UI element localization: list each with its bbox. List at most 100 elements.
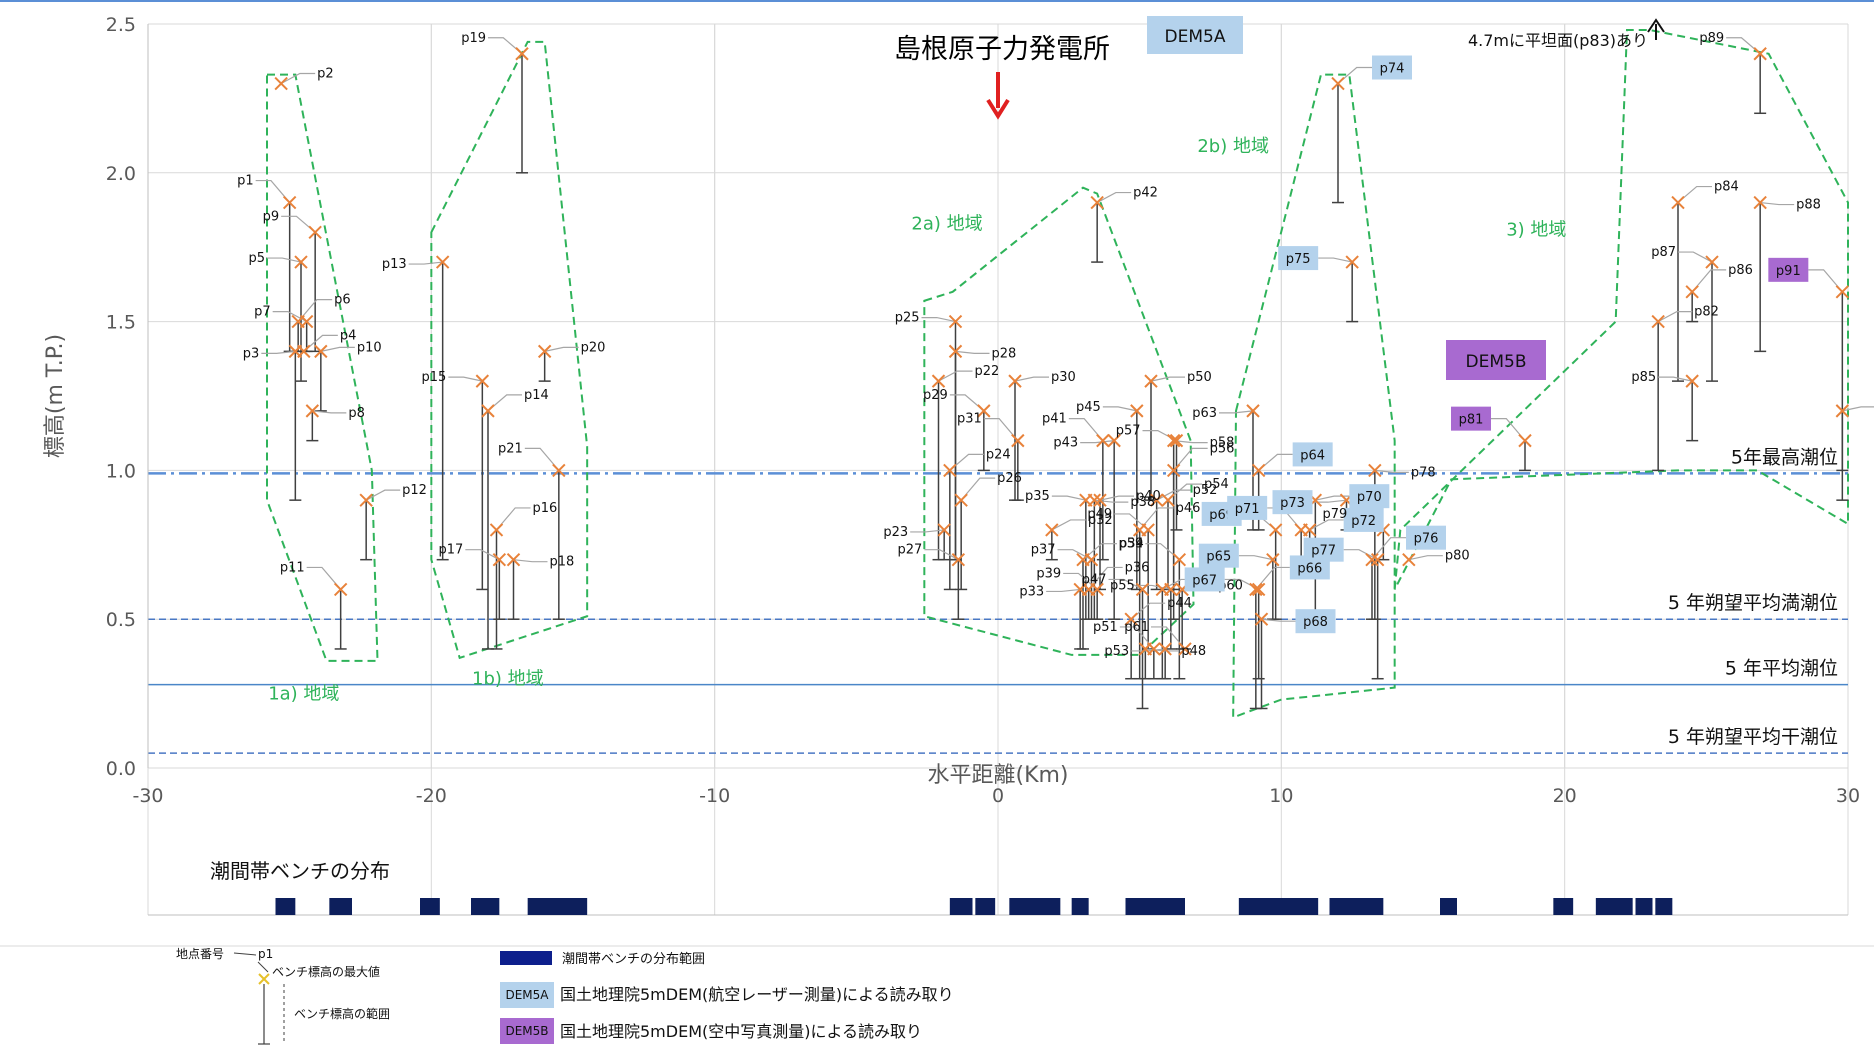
- point-marker-p86: [1685, 285, 1699, 299]
- point-label-p53: p53: [1104, 644, 1129, 659]
- point-marker-p5: [294, 255, 308, 269]
- legend-dem5a-text: 国土地理院5mDEM(航空レーザー測量)による読み取り: [560, 985, 954, 1004]
- point-marker-p82: [1651, 314, 1665, 329]
- legend-max-marker-icon: [258, 973, 270, 985]
- point-label-p41: p41: [1042, 412, 1067, 427]
- leader-line: [1051, 495, 1086, 501]
- reference-line-label: 5 年朔望平均干潮位: [1668, 726, 1838, 748]
- point-label-p1: p1: [237, 174, 254, 189]
- point-label-p3: p3: [243, 346, 260, 361]
- point-label-p82: p82: [1694, 305, 1719, 320]
- point-label-p13: p13: [382, 257, 407, 272]
- leader-line: [1151, 626, 1186, 650]
- point-label-p21: p21: [498, 441, 523, 456]
- dem5a-callout: DEM5A: [1165, 27, 1226, 47]
- bench-range-bar: [1238, 898, 1319, 915]
- plant-arrow-head-icon: [986, 98, 1010, 120]
- bench-distribution-title: 潮間帯ベンチの分布: [210, 859, 390, 883]
- plant-label: 島根原子力発電所: [894, 34, 1110, 65]
- point-marker-p64: [1251, 463, 1266, 478]
- point-label-p20: p20: [581, 340, 606, 355]
- bench-range-bar: [1125, 898, 1185, 915]
- point-label-p79: p79: [1323, 507, 1348, 522]
- point-label-p43: p43: [1053, 436, 1078, 451]
- point-label-p78: p78: [1411, 465, 1436, 480]
- leader-line: [524, 447, 560, 471]
- legend-dem5b-swatch: [500, 1018, 554, 1044]
- leader-line: [910, 529, 945, 533]
- point-marker-p18: [506, 552, 521, 567]
- point-label-p61: p61: [1124, 620, 1149, 635]
- point-label-p25: p25: [895, 311, 920, 326]
- point-marker-p4: [297, 344, 311, 359]
- up-arrow-icon: [1647, 18, 1665, 40]
- point-label-p58: p58: [1210, 436, 1235, 451]
- x-tick-label: 20: [1553, 785, 1577, 807]
- point-marker-p66: [1249, 582, 1263, 597]
- bench-range-bar: [329, 898, 352, 915]
- point-marker-p20: [537, 344, 552, 359]
- x-tick-label: -10: [699, 785, 730, 807]
- point-label-p37: p37: [1031, 543, 1056, 558]
- leader-line: [408, 261, 443, 265]
- x-tick-label: -20: [416, 785, 447, 807]
- point-label-p17: p17: [439, 543, 464, 558]
- point-label-p5: p5: [248, 251, 265, 266]
- point-label-p48: p48: [1181, 644, 1206, 659]
- point-marker-p85: [1685, 374, 1699, 388]
- point-label-p89: p89: [1699, 31, 1724, 46]
- dem-tag-box: [1272, 490, 1313, 515]
- bench-range-bar: [1009, 898, 1061, 915]
- bench-range-bar: [471, 898, 500, 915]
- plateau-note: 4.7mに平坦面(p83)あり: [1468, 31, 1648, 50]
- legend-range-label: ベンチ標高の範囲: [294, 1006, 390, 1021]
- leader-line: [1099, 495, 1134, 501]
- x-tick-label: 30: [1836, 785, 1860, 807]
- point-marker-p89: [1753, 47, 1767, 61]
- leader-line: [267, 257, 302, 263]
- point-marker-p8: [305, 404, 320, 418]
- point-label-p71: p71: [1235, 502, 1260, 517]
- leader-line: [1051, 519, 1086, 531]
- point-marker-p75: [1345, 255, 1359, 269]
- point-label-p81: p81: [1459, 413, 1484, 428]
- point-label-p22: p22: [975, 364, 1000, 379]
- point-label-p65: p65: [1206, 550, 1231, 565]
- point-marker-p56: [1166, 463, 1181, 478]
- point-label-p15: p15: [422, 370, 447, 385]
- point-label-p14: p14: [524, 388, 549, 403]
- point-marker-p26: [954, 493, 968, 507]
- point-label-p27: p27: [898, 543, 923, 558]
- point-label-p72: p72: [1351, 514, 1376, 529]
- leader-line: [921, 317, 956, 323]
- leader-line: [1760, 201, 1795, 206]
- dem5a-callout-box: [1147, 16, 1243, 54]
- point-marker-p81: [1518, 433, 1532, 448]
- point-marker-p12: [359, 493, 373, 507]
- point-label-p46: p46: [1176, 501, 1201, 516]
- point-marker-p41: [1096, 433, 1110, 448]
- leader-line: [1068, 418, 1104, 442]
- point-label-p67: p67: [1192, 573, 1217, 588]
- point-label-p55: p55: [1110, 578, 1135, 593]
- point-marker-p32: [1045, 523, 1059, 537]
- point-marker-p31: [1011, 433, 1025, 448]
- region-label: 2a) 地域: [911, 213, 982, 234]
- point-label-p70: p70: [1357, 490, 1382, 505]
- point-marker-p63: [1246, 404, 1260, 418]
- point-marker-p2: [274, 76, 288, 91]
- dem-tag-box: [1295, 609, 1336, 634]
- point-marker-p14: [481, 404, 495, 418]
- point-label-p18: p18: [550, 555, 575, 570]
- point-marker-p27: [951, 552, 966, 567]
- leader-line: [1014, 376, 1049, 382]
- point-label-p23: p23: [883, 525, 908, 540]
- dem5b-callout: DEM5B: [1466, 352, 1527, 372]
- point-label-p8: p8: [348, 406, 365, 421]
- dem-tag-box: [1278, 246, 1319, 271]
- dem-tag-box: [1303, 537, 1344, 562]
- point-marker-p17: [492, 552, 507, 567]
- leader-line: [255, 179, 291, 203]
- point-label-p39: p39: [1036, 566, 1061, 581]
- point-marker-p37: [1084, 552, 1099, 567]
